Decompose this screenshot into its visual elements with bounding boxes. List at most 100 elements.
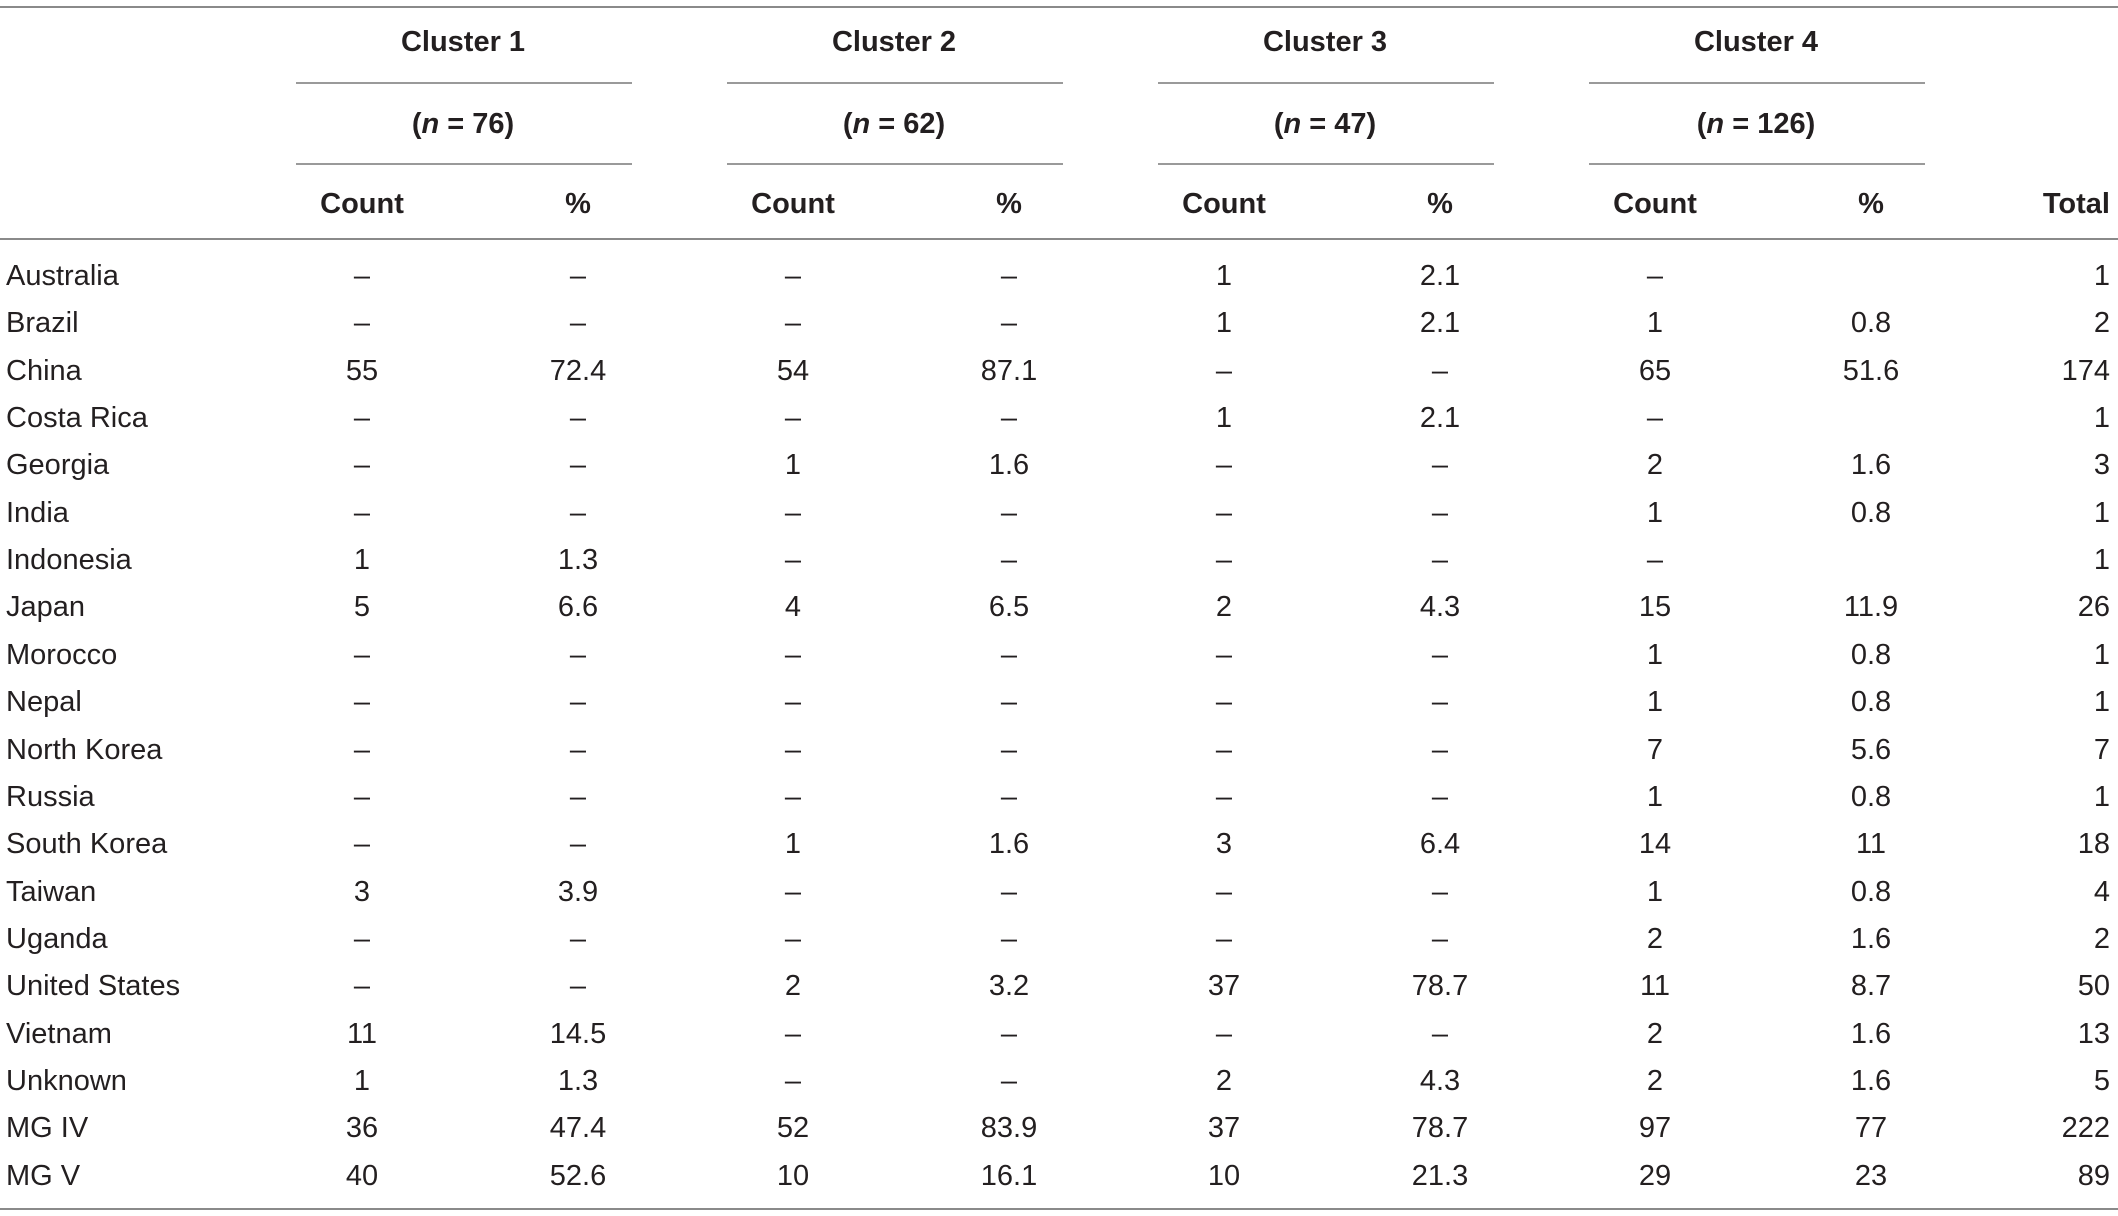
count-cell: –	[1215, 497, 1233, 529]
count-cell: –	[1215, 876, 1233, 908]
cluster-n-suffix: = 76)	[439, 108, 515, 140]
total-cell: 89	[2077, 1160, 2110, 1192]
count-cell: 1	[784, 828, 802, 860]
percent-cell: 1.6	[1850, 449, 1892, 481]
count-cell: –	[784, 639, 802, 671]
count-cell: 1	[353, 1065, 371, 1097]
total-cell: 5	[2093, 1065, 2110, 1097]
count-cell: 1	[1646, 876, 1664, 908]
count-cell: 1	[1646, 497, 1664, 529]
count-column-header: Count	[320, 188, 404, 220]
percent-cell: 47.4	[549, 1112, 607, 1144]
count-cell: 1	[1215, 307, 1233, 339]
row-label: Morocco	[6, 639, 118, 671]
percent-cell: –	[569, 497, 587, 529]
count-cell: 1	[784, 449, 802, 481]
total-cell: 174	[2061, 355, 2110, 387]
count-cell: –	[353, 449, 371, 481]
count-cell: –	[1646, 402, 1664, 434]
percent-cell: 1.6	[1850, 923, 1892, 955]
percent-cell: 78.7	[1411, 1112, 1469, 1144]
percent-cell: 11.9	[1843, 591, 1899, 623]
total-cell: 3	[2093, 449, 2110, 481]
cluster-n-1: (n = 76)	[412, 110, 514, 139]
count-cell: 65	[1638, 355, 1672, 387]
percent-cell: 0.8	[1850, 781, 1892, 813]
count-cell: –	[1215, 781, 1233, 813]
count-cell: 15	[1638, 591, 1672, 623]
count-cell: –	[1646, 260, 1664, 292]
percent-cell: –	[1431, 544, 1449, 576]
percent-cell: 2.1	[1419, 402, 1461, 434]
cluster-n-prefix: (	[842, 108, 853, 140]
count-cell: 1	[1215, 260, 1233, 292]
cluster-header-3: Cluster 3	[1262, 26, 1388, 58]
cluster-subrule	[1158, 163, 1494, 165]
count-cell: 1	[1646, 307, 1664, 339]
cluster-n-prefix: (	[411, 108, 422, 140]
count-column-header: Count	[751, 188, 835, 220]
percent-cell: 1.6	[1850, 1065, 1892, 1097]
row-label: Uganda	[6, 923, 108, 955]
percent-cell: 14.5	[549, 1018, 607, 1050]
total-cell: 1	[2093, 639, 2110, 671]
total-cell: 18	[2077, 828, 2110, 860]
percent-cell: –	[1000, 402, 1018, 434]
percent-cell: –	[1000, 260, 1018, 292]
count-cell: –	[784, 497, 802, 529]
count-cell: –	[1215, 449, 1233, 481]
percent-cell: –	[1431, 876, 1449, 908]
count-cell: 3	[353, 876, 371, 908]
cluster-n-prefix: (	[1273, 108, 1284, 140]
percent-cell: 2.1	[1419, 307, 1461, 339]
percent-cell: –	[1000, 1065, 1018, 1097]
percent-cell: 0.8	[1850, 307, 1892, 339]
percent-cell: 11	[1855, 828, 1887, 860]
count-cell: –	[784, 544, 802, 576]
count-cell: 52	[776, 1112, 810, 1144]
count-cell: 97	[1638, 1112, 1672, 1144]
count-column-header: Count	[1182, 188, 1266, 220]
percent-cell: –	[1000, 781, 1018, 813]
count-cell: –	[353, 970, 371, 1002]
row-label: MG IV	[6, 1112, 89, 1144]
count-cell: 2	[1646, 1065, 1664, 1097]
count-cell: –	[784, 402, 802, 434]
cluster-n-variable: n	[1283, 108, 1302, 140]
count-column-header: Count	[1613, 188, 1697, 220]
total-cell: 1	[2093, 497, 2110, 529]
count-cell: 2	[1215, 591, 1233, 623]
cluster-subrule	[727, 163, 1063, 165]
row-label: Taiwan	[6, 876, 97, 908]
row-label: Australia	[6, 260, 119, 292]
count-cell: –	[353, 497, 371, 529]
cluster-n-3: (n = 47)	[1274, 110, 1376, 139]
percent-cell: 78.7	[1411, 970, 1469, 1002]
count-cell: –	[784, 260, 802, 292]
cluster-subrule	[1158, 82, 1494, 84]
count-cell: –	[353, 923, 371, 955]
row-label: South Korea	[6, 828, 168, 860]
count-cell: –	[1215, 734, 1233, 766]
cluster-n-4: (n = 126)	[1697, 110, 1815, 139]
count-cell: 37	[1207, 970, 1241, 1002]
percent-cell: 52.6	[549, 1160, 607, 1192]
percent-cell: 21.3	[1411, 1160, 1469, 1192]
count-cell: –	[353, 734, 371, 766]
count-cell: 54	[776, 355, 810, 387]
percent-column-header: %	[1427, 188, 1453, 220]
percent-cell: 72.4	[549, 355, 607, 387]
count-cell: 55	[345, 355, 379, 387]
cluster-subrule	[296, 163, 632, 165]
table-header-rule	[0, 238, 2118, 240]
percent-cell: –	[1431, 1018, 1449, 1050]
count-cell: 1	[1646, 686, 1664, 718]
percent-cell: –	[1000, 497, 1018, 529]
percent-cell: 77	[1854, 1112, 1888, 1144]
percent-cell: –	[1431, 497, 1449, 529]
count-cell: –	[784, 307, 802, 339]
percent-cell: 6.5	[988, 591, 1030, 623]
count-cell: 11	[1639, 970, 1671, 1002]
percent-cell: –	[569, 402, 587, 434]
percent-cell: 6.4	[1419, 828, 1461, 860]
